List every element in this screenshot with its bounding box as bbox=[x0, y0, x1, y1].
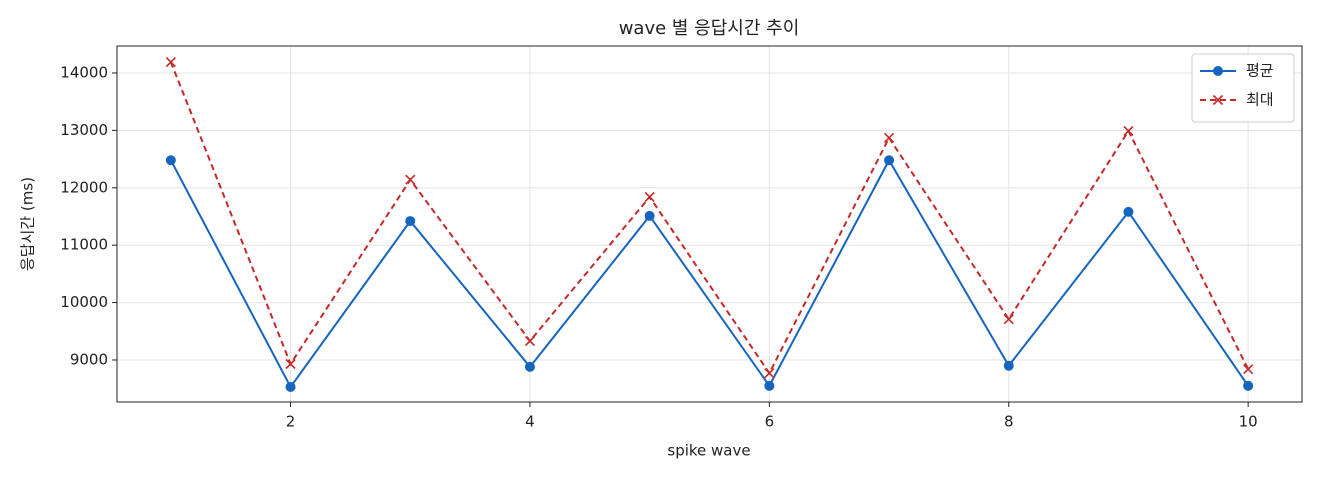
x-tick-label: 8 bbox=[1004, 413, 1014, 431]
marker bbox=[285, 358, 296, 370]
plot-frame bbox=[116, 45, 1303, 403]
y-tick-label: 11000 bbox=[60, 236, 108, 254]
marker bbox=[644, 191, 655, 203]
marker bbox=[524, 361, 535, 372]
legend-marker bbox=[1212, 94, 1224, 106]
y-tick-label: 12000 bbox=[60, 178, 108, 196]
marker bbox=[285, 381, 296, 392]
marker bbox=[883, 132, 895, 143]
marker bbox=[524, 335, 536, 347]
marker bbox=[405, 216, 416, 227]
marker bbox=[165, 155, 176, 166]
x-tick-label: 4 bbox=[525, 413, 535, 431]
marker bbox=[1243, 364, 1254, 375]
chart-title: wave 별 응답시간 추이 bbox=[619, 18, 800, 39]
x-tick-label: 6 bbox=[765, 413, 775, 431]
marker bbox=[1003, 360, 1014, 371]
legend-label: 평균 bbox=[1246, 62, 1274, 80]
y-tick-label: 10000 bbox=[60, 293, 108, 311]
marker bbox=[1243, 380, 1254, 391]
marker bbox=[764, 368, 775, 379]
y-tick-label: 14000 bbox=[60, 63, 108, 81]
y-axis-label: 응답시간 (ms) bbox=[19, 177, 37, 271]
marker bbox=[644, 210, 655, 221]
legend-box bbox=[1191, 53, 1295, 123]
series-line bbox=[169, 158, 1249, 389]
series-line bbox=[169, 61, 1250, 376]
marker bbox=[405, 174, 416, 185]
y-tick-label: 13000 bbox=[60, 121, 108, 139]
legend-label: 최대 bbox=[1246, 91, 1274, 109]
y-tick-label: 9000 bbox=[70, 350, 108, 368]
marker bbox=[1123, 206, 1134, 217]
marker bbox=[1123, 125, 1134, 137]
x-tick-label: 2 bbox=[286, 413, 296, 431]
x-tick-label: 10 bbox=[1239, 413, 1258, 431]
marker bbox=[884, 155, 895, 166]
x-axis-label: spike wave bbox=[667, 442, 750, 460]
legend-marker bbox=[1213, 66, 1223, 76]
marker bbox=[1003, 314, 1014, 325]
marker bbox=[764, 380, 775, 391]
marker bbox=[165, 57, 176, 68]
